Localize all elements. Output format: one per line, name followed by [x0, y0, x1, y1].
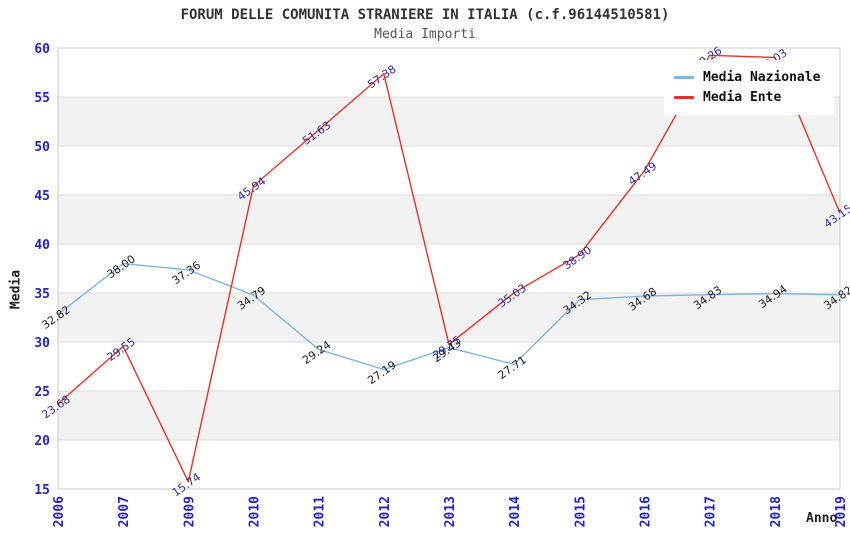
y-tick-label: 50 [34, 140, 50, 155]
data-label: 38.00 [105, 252, 138, 281]
legend-swatch-nazionale-icon [674, 75, 694, 79]
legend: Media Nazionale Media Ente [664, 60, 835, 115]
data-label: 15.74 [170, 471, 203, 500]
y-tick-label: 25 [34, 385, 50, 400]
x-axis-title: Anno [806, 511, 838, 526]
data-label: 47.49 [626, 159, 659, 188]
legend-label: Media Nazionale [703, 69, 821, 85]
x-tick-label: 2019 [834, 496, 849, 527]
legend-item-media-nazionale: Media Nazionale [674, 67, 820, 87]
plot-band [58, 391, 840, 440]
y-tick-label: 15 [34, 483, 50, 498]
x-tick-label: 2013 [443, 496, 458, 527]
x-tick-label: 2014 [508, 496, 523, 527]
y-tick-label: 30 [34, 336, 50, 351]
legend-item-media-ente: Media Ente [674, 87, 820, 107]
series-line-media-nazionale [57, 262, 841, 371]
y-tick-label: 60 [34, 42, 50, 57]
x-tick-label: 2012 [378, 496, 393, 527]
x-tick-label: 2011 [313, 496, 328, 527]
y-tick-label: 55 [34, 91, 50, 106]
y-axis-title: Media [8, 269, 24, 310]
x-tick-label: 2010 [248, 496, 263, 527]
chart-subtitle: Media Importi [374, 27, 476, 42]
plot-border [57, 47, 841, 490]
x-tick-label: 2017 [704, 496, 719, 527]
data-label: 27.19 [365, 358, 398, 387]
x-tick-label: 2006 [52, 496, 67, 527]
y-tick-label: 40 [34, 238, 50, 253]
series-line-media-ente [57, 54, 841, 483]
y-tick-label: 20 [34, 434, 50, 449]
y-tick-label: 45 [34, 189, 50, 204]
plot-band [58, 293, 840, 342]
x-tick-label: 2015 [573, 496, 588, 527]
x-tick-label: 2018 [769, 496, 784, 527]
x-tick-label: 2009 [182, 496, 197, 527]
data-label: 27.71 [496, 353, 529, 382]
data-label: 38.90 [561, 244, 594, 273]
x-tick-label: 2016 [639, 496, 654, 527]
x-tick-label: 2007 [117, 496, 132, 527]
legend-swatch-ente-icon [674, 95, 694, 99]
chart-title: FORUM DELLE COMUNITA STRANIERE IN ITALIA… [180, 7, 670, 23]
y-tick-label: 35 [34, 287, 50, 302]
legend-label: Media Ente [703, 89, 782, 105]
data-label: 57.38 [365, 62, 398, 91]
plot-band [58, 195, 840, 244]
